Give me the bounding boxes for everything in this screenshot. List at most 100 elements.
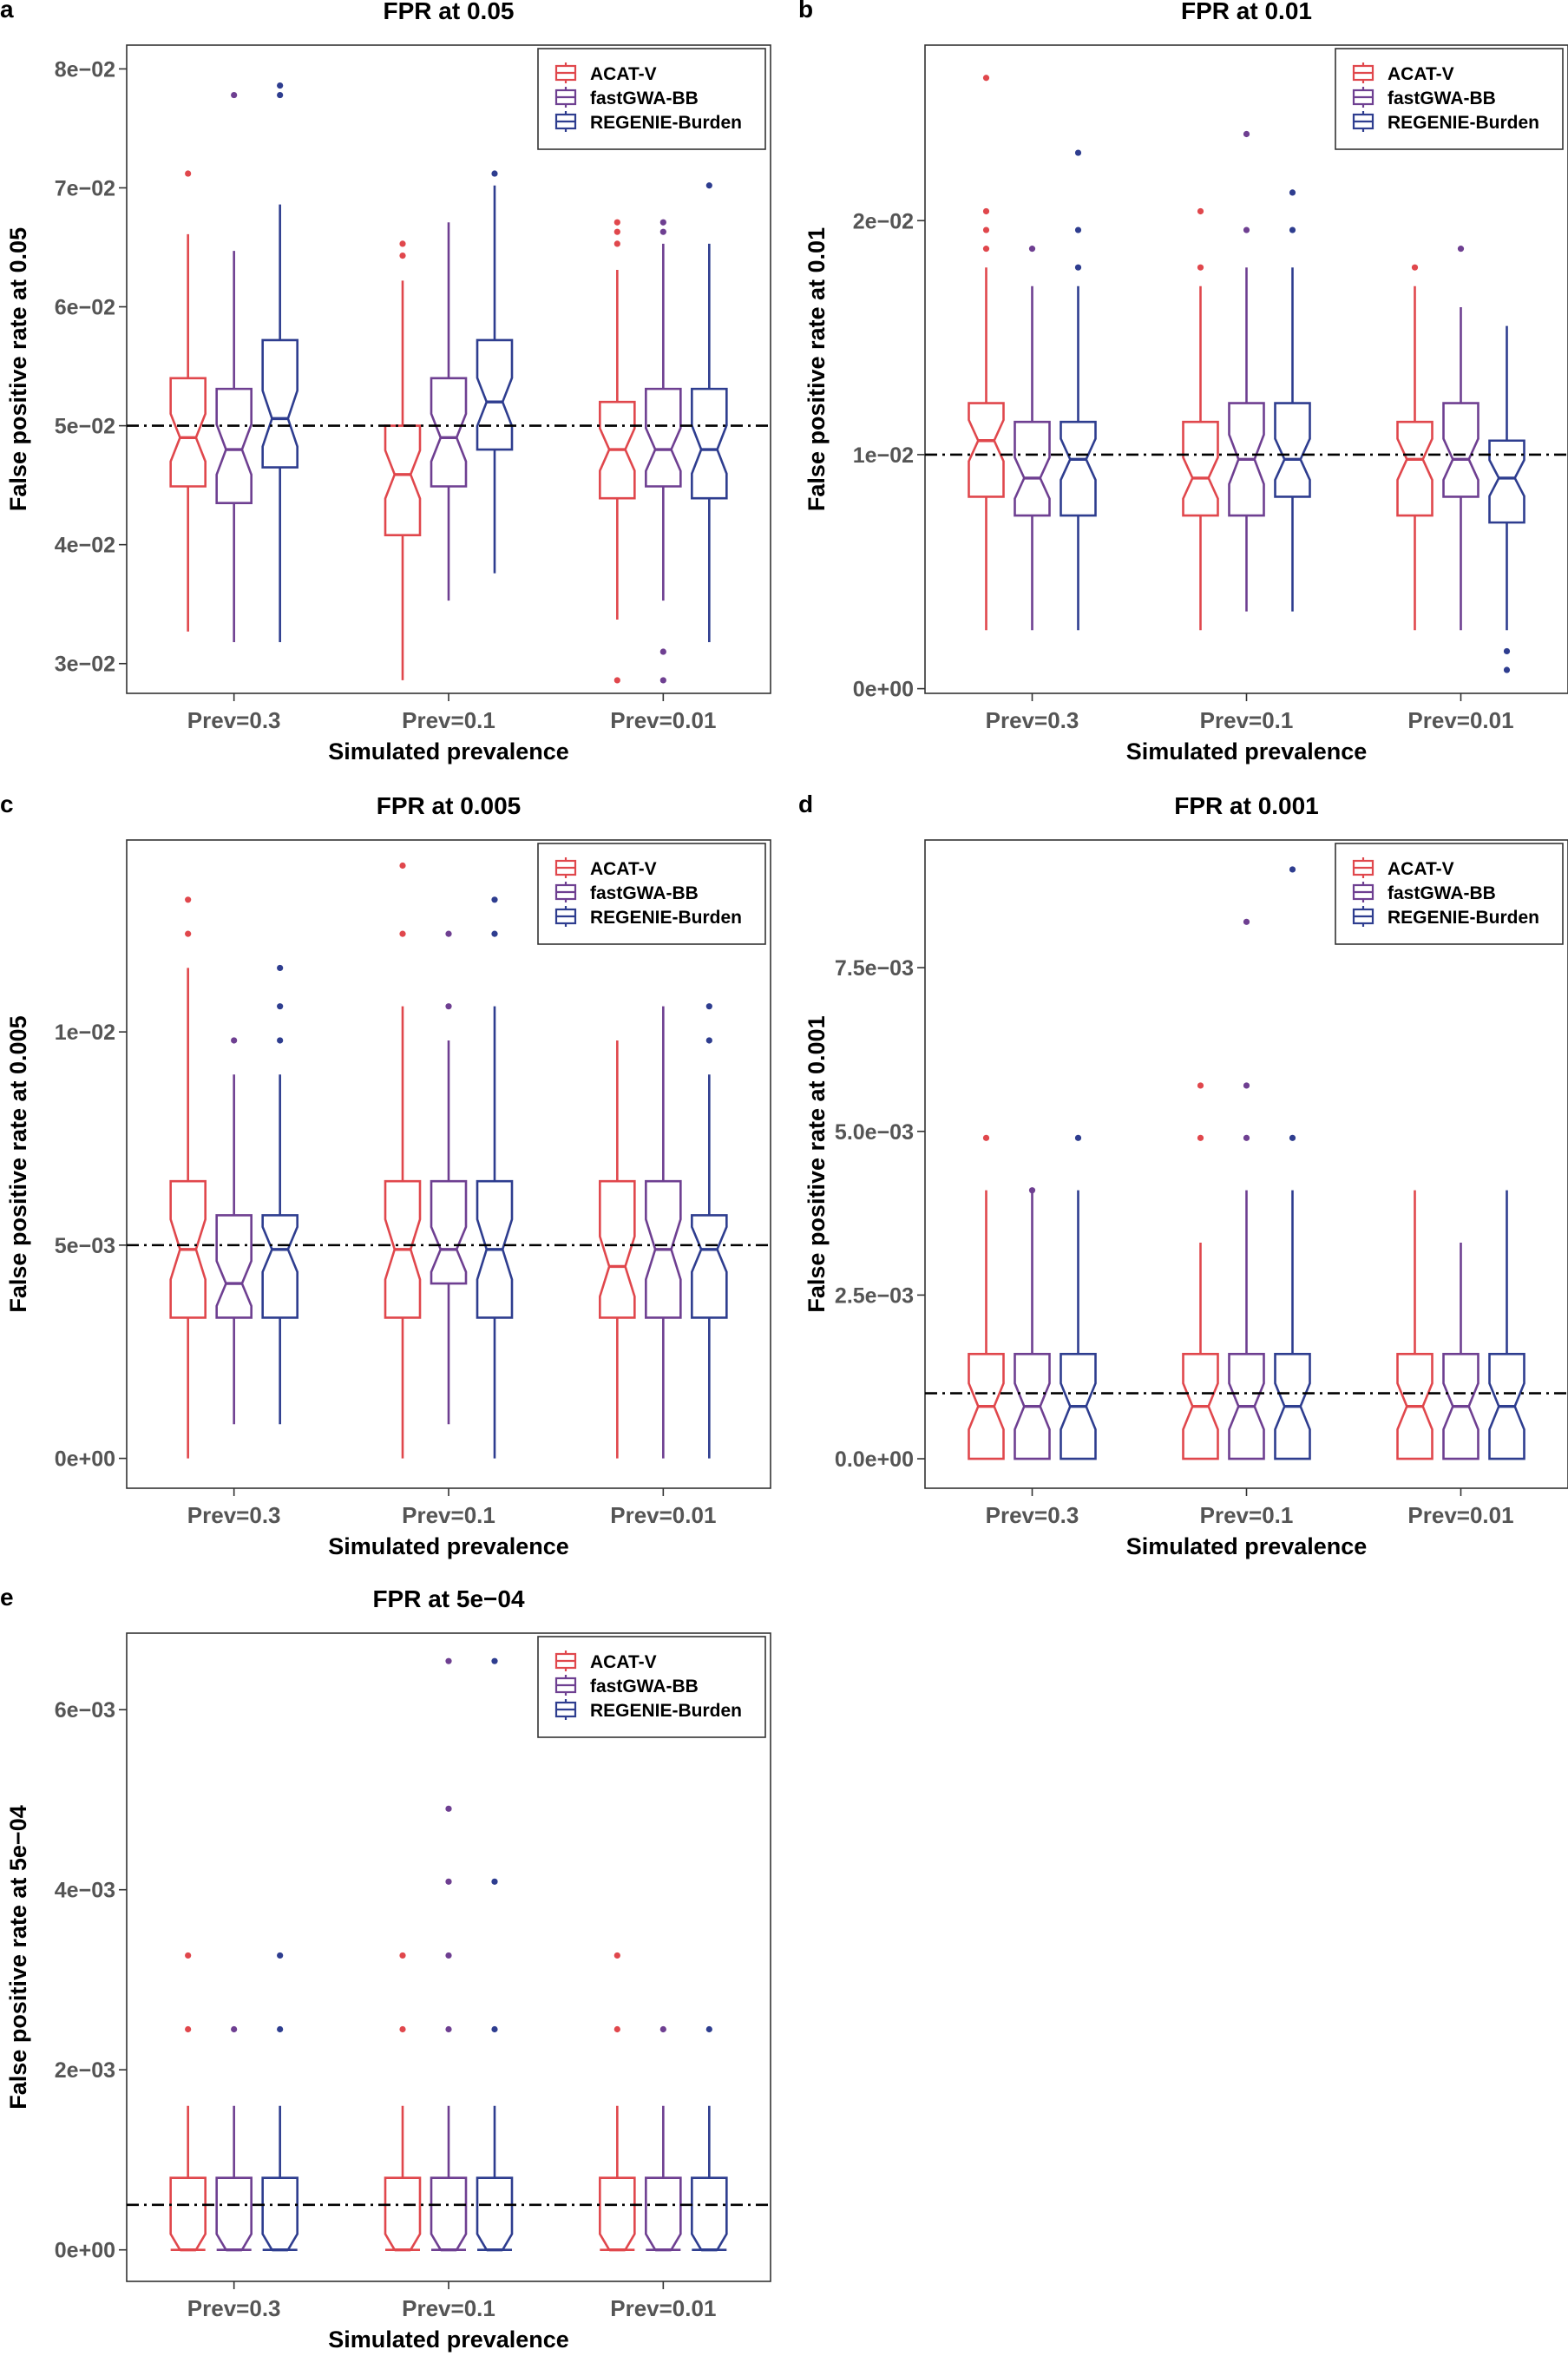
legend-label: ACAT-V bbox=[590, 1652, 657, 1672]
box-acat-v-1 bbox=[169, 1952, 207, 2252]
outlier-point bbox=[1197, 264, 1204, 271]
legend-key-icon bbox=[1352, 62, 1374, 83]
outlier-point bbox=[1028, 1187, 1036, 1194]
outlier-point bbox=[491, 930, 498, 937]
box-fastgwa-bb-1 bbox=[1014, 246, 1051, 631]
y-axis-title: False positive rate at 0.001 bbox=[804, 1015, 830, 1312]
box-regenie-burden-1 bbox=[261, 964, 299, 1425]
outlier-point bbox=[613, 1952, 620, 1959]
y-tick-label: 0e+00 bbox=[55, 2239, 115, 2263]
x-axis-title: Simulated prevalence bbox=[1126, 1533, 1368, 1559]
outlier-point bbox=[231, 91, 238, 99]
panel-title: FPR at 0.001 bbox=[1174, 792, 1319, 819]
outlier-point bbox=[1243, 130, 1250, 138]
box-acat-v-3 bbox=[1396, 264, 1434, 631]
box-regenie-burden-1 bbox=[261, 1952, 299, 2252]
legend-label: fastGWA-BB bbox=[590, 1677, 699, 1696]
outlier-point bbox=[1197, 207, 1204, 215]
outlier-point bbox=[1197, 1134, 1204, 1141]
outlier-point bbox=[659, 228, 666, 235]
outlier-point bbox=[705, 1037, 712, 1044]
outlier-point bbox=[982, 1134, 990, 1141]
box-body bbox=[476, 2176, 514, 2251]
legend: ACAT-V fastGWA-BB REGENIE-Burden bbox=[1335, 843, 1564, 945]
outlier-point bbox=[1289, 866, 1296, 873]
box-regenie-burden-3 bbox=[691, 1003, 728, 1459]
box-regenie-burden-3 bbox=[1488, 325, 1525, 673]
box-fastgwa-bb-3 bbox=[1442, 1243, 1479, 1460]
outlier-point bbox=[445, 930, 452, 937]
outlier-point bbox=[613, 219, 620, 226]
box-body bbox=[599, 2176, 636, 2251]
y-axis-title: False positive rate at 0.05 bbox=[5, 227, 31, 511]
outlier-point bbox=[185, 896, 192, 903]
outlier-point bbox=[659, 219, 666, 226]
outlier-point bbox=[491, 170, 498, 177]
legend-label: REGENIE-Burden bbox=[590, 908, 742, 928]
legend-key-icon bbox=[554, 111, 577, 132]
outlier-point bbox=[1074, 264, 1082, 271]
box-acat-v-2 bbox=[1182, 207, 1219, 631]
outlier-point bbox=[445, 1003, 452, 1010]
x-tick-label: Prev=0.1 bbox=[402, 707, 495, 733]
box-body bbox=[1060, 420, 1097, 517]
box-regenie-burden-3 bbox=[691, 2025, 728, 2252]
outlier-point bbox=[399, 930, 406, 937]
legend-key-icon bbox=[554, 87, 577, 108]
panel-label: b bbox=[798, 0, 813, 23]
legend-label: ACAT-V bbox=[1388, 64, 1454, 84]
box-body bbox=[476, 338, 514, 451]
box-body bbox=[384, 2176, 422, 2251]
outlier-point bbox=[491, 896, 498, 903]
box-body bbox=[691, 1214, 728, 1319]
legend: ACAT-V fastGWA-BB REGENIE-Burden bbox=[1335, 48, 1564, 150]
legend: ACAT-V fastGWA-BB REGENIE-Burden bbox=[537, 48, 766, 150]
outlier-point bbox=[1411, 264, 1419, 271]
box-regenie-burden-3 bbox=[1488, 1190, 1525, 1460]
outlier-point bbox=[399, 1952, 406, 1959]
panel-label: e bbox=[0, 1584, 14, 1611]
box-regenie-burden-1 bbox=[1060, 149, 1097, 631]
box-fastgwa-bb-2 bbox=[1228, 918, 1265, 1460]
outlier-point bbox=[613, 240, 620, 247]
box-body bbox=[968, 402, 1005, 498]
outlier-point bbox=[277, 1952, 284, 1959]
outlier-point bbox=[445, 1878, 452, 1885]
box-acat-v-2 bbox=[384, 1952, 422, 2252]
outlier-point bbox=[491, 1657, 498, 1664]
box-body bbox=[691, 387, 728, 500]
outlier-point bbox=[231, 2025, 238, 2033]
outlier-point bbox=[231, 1037, 238, 1044]
box-fastgwa-bb-3 bbox=[645, 2025, 682, 2252]
outlier-point bbox=[185, 170, 192, 177]
outlier-point bbox=[1028, 246, 1036, 253]
outlier-point bbox=[1243, 1082, 1250, 1089]
legend-key-icon bbox=[554, 882, 577, 902]
box-body bbox=[261, 2176, 299, 2251]
y-tick-label: 2.5e−03 bbox=[835, 1283, 914, 1308]
y-tick-label: 8e−02 bbox=[55, 57, 115, 82]
box-body bbox=[645, 2176, 682, 2251]
panel-a: a FPR at 0.05 3e−02 4e−02 5e−02 6e−02 7e−02 8e−… bbox=[0, 0, 771, 765]
box-fastgwa-bb-2 bbox=[430, 222, 468, 601]
outlier-point bbox=[491, 1878, 498, 1885]
legend-label: fastGWA-BB bbox=[1388, 89, 1496, 108]
legend-label: ACAT-V bbox=[590, 859, 657, 879]
x-tick-label: Prev=0.01 bbox=[610, 2295, 716, 2321]
box-body bbox=[430, 2176, 468, 2251]
box-regenie-burden-1 bbox=[1060, 1134, 1097, 1460]
outlier-point bbox=[1197, 1082, 1204, 1089]
box-body bbox=[384, 424, 422, 537]
panel-label: c bbox=[0, 791, 14, 817]
x-axis-title: Simulated prevalence bbox=[328, 738, 569, 765]
box-regenie-burden-2 bbox=[476, 170, 514, 574]
outlier-point bbox=[399, 862, 406, 870]
y-axis-title: False positive rate at 0.01 bbox=[804, 227, 830, 511]
box-body bbox=[215, 1214, 253, 1319]
panel-title: FPR at 5e−04 bbox=[372, 1585, 525, 1612]
legend-label: fastGWA-BB bbox=[590, 89, 699, 108]
panel-label: d bbox=[798, 791, 813, 817]
box-regenie-burden-2 bbox=[1274, 866, 1311, 1460]
x-tick-label: Prev=0.01 bbox=[610, 707, 716, 733]
outlier-point bbox=[982, 207, 990, 215]
